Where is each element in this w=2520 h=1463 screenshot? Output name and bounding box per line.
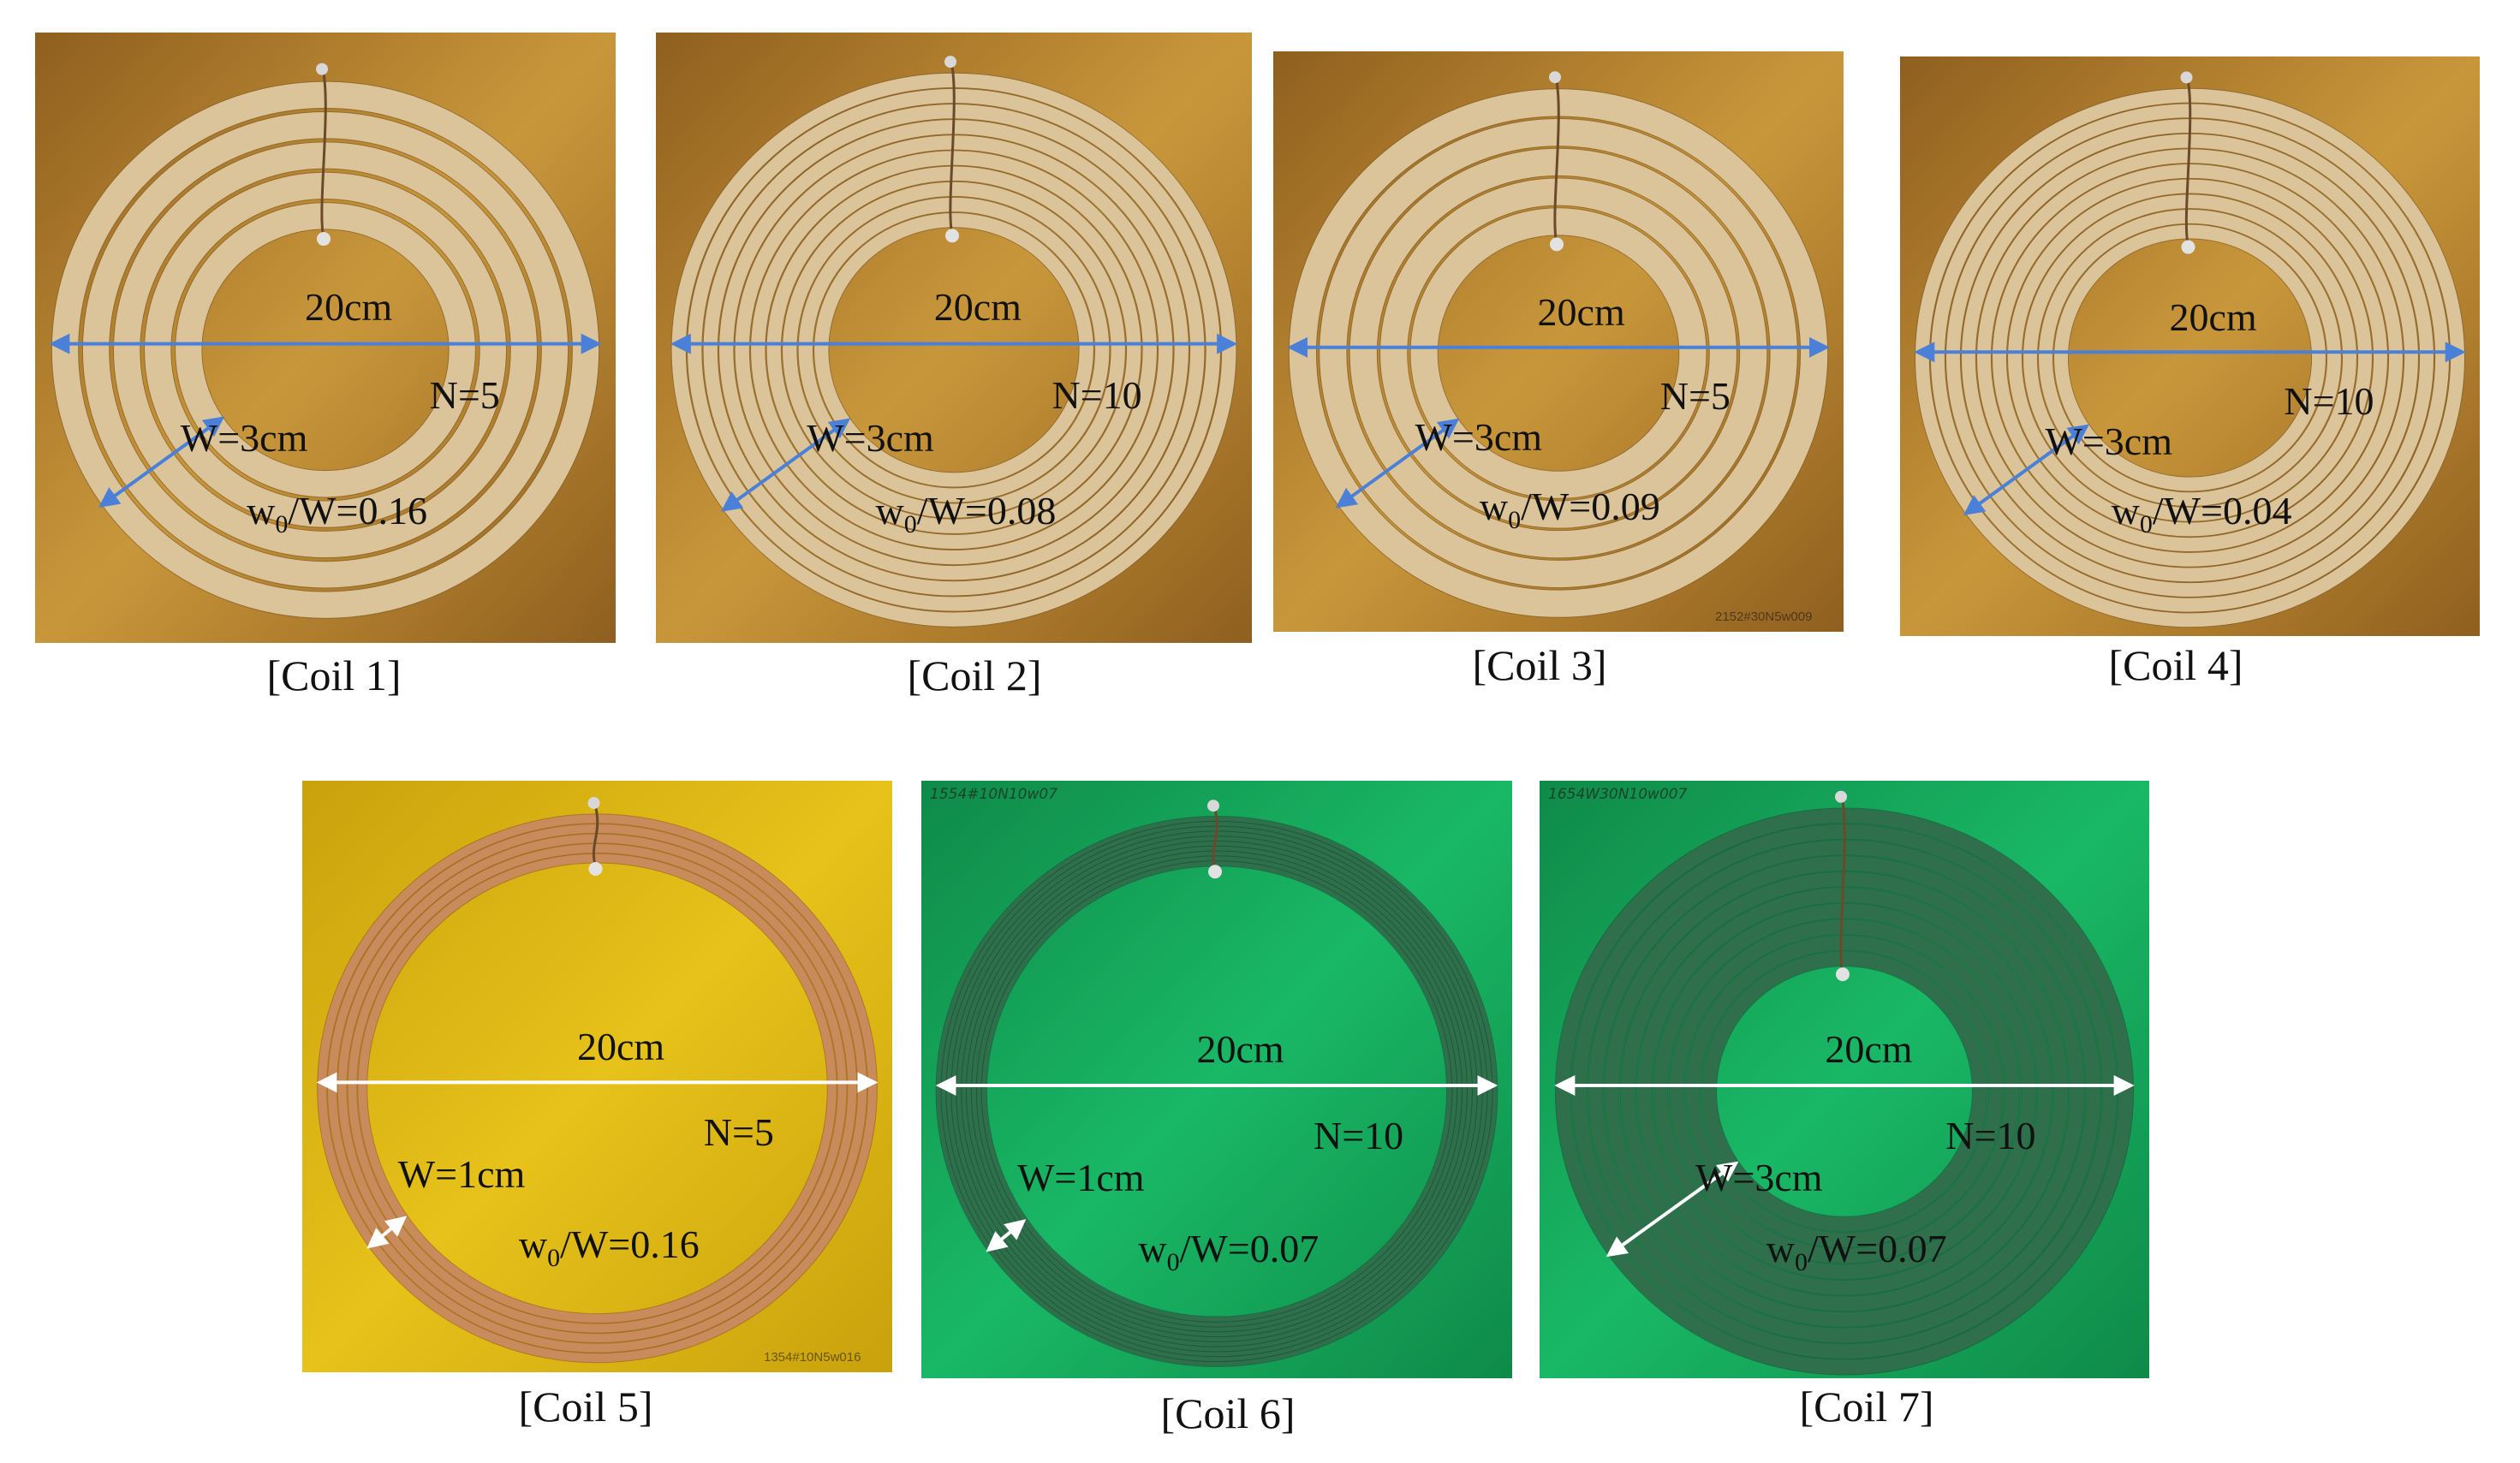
coil-5-caption: [Coil 5] xyxy=(518,1383,653,1430)
width-label: W=3cm xyxy=(1415,414,1543,459)
coil-7-photo: 20cm N=10 W=3cm w0/W=0.07 1654W30N10w007 xyxy=(1540,781,2149,1378)
coil-7-caption: [Coil 7] xyxy=(1799,1383,1934,1430)
turns-label: N=10 xyxy=(1051,373,1142,418)
ratio-suffix: /W=0.09 xyxy=(1521,484,1660,528)
ratio-label: w0/W=0.16 xyxy=(247,491,427,538)
diameter-label: 20cm xyxy=(1537,290,1625,335)
board-id-tag: 1354#10N5w016 xyxy=(764,1350,861,1365)
board-id-tag: 2152#30N5w009 xyxy=(1715,610,1813,624)
ratio-suffix: /W=0.16 xyxy=(288,489,427,533)
ratio-prefix: w xyxy=(1479,484,1509,528)
ratio-sub: 0 xyxy=(275,510,289,539)
coil-3-caption: [Coil 3] xyxy=(1472,641,1607,689)
ratio-label: w0/W=0.07 xyxy=(1138,1229,1319,1276)
ratio-suffix: /W=0.07 xyxy=(1179,1227,1320,1271)
turns-label: N=5 xyxy=(1659,374,1731,419)
coil-6-caption: [Coil 6] xyxy=(1160,1389,1296,1437)
ratio-sub: 0 xyxy=(903,510,917,539)
turns-label: N=10 xyxy=(2284,378,2374,423)
ratio-prefix: w xyxy=(1766,1227,1796,1271)
diameter-label: 20cm xyxy=(576,1024,665,1068)
coil-1-caption: [Coil 1] xyxy=(266,651,402,699)
ratio-label: w0/W=0.07 xyxy=(1766,1229,1947,1276)
coil-2-photo: 20cm N=10 W=3cm w0/W=0.08 xyxy=(656,33,1252,643)
diameter-label: 20cm xyxy=(933,284,1022,329)
turns-label: N=5 xyxy=(429,373,500,418)
ratio-sub: 0 xyxy=(1166,1248,1180,1277)
diameter-label: 20cm xyxy=(1825,1027,1913,1072)
turns-label: N=10 xyxy=(1945,1114,2036,1158)
diameter-label: 20cm xyxy=(1196,1027,1284,1072)
diameter-label: 20cm xyxy=(305,284,393,329)
ratio-suffix: /W=0.08 xyxy=(916,489,1057,533)
ratio-suffix: /W=0.04 xyxy=(2152,488,2292,532)
coil-4-caption: [Coil 4] xyxy=(2108,641,2243,689)
ratio-prefix: w xyxy=(1138,1227,1167,1271)
turns-label: N=10 xyxy=(1314,1114,1404,1158)
width-label: W=1cm xyxy=(397,1151,526,1196)
turns-label: N=5 xyxy=(703,1110,774,1155)
coil-1-photo: 20cm N=5 W=3cm w0/W=0.16 xyxy=(35,33,616,643)
coil-6-photo: 20cm N=10 W=1cm w0/W=0.07 1554#10N10w07 xyxy=(921,781,1512,1378)
handwritten-board-id: 1654W30N10w007 xyxy=(1548,786,1688,803)
ratio-label: w0/W=0.08 xyxy=(875,491,1056,538)
ratio-label: w0/W=0.09 xyxy=(1479,484,1660,534)
ratio-prefix: w xyxy=(247,489,276,533)
width-label: W=3cm xyxy=(1695,1156,1823,1200)
coil-4-photo: 20cm N=10 W=3cm w0/W=0.04 xyxy=(1900,56,2480,636)
handwritten-board-id: 1554#10N10w07 xyxy=(930,786,1058,803)
coil-5-photo: 20cm N=5 W=1cm w0/W=0.16 1354#10N5w016 xyxy=(302,781,892,1372)
ratio-label: w0/W=0.04 xyxy=(2112,491,2292,538)
ratio-suffix: /W=0.16 xyxy=(560,1222,700,1266)
width-label: W=1cm xyxy=(1017,1156,1145,1200)
ratio-sub: 0 xyxy=(1508,505,1522,534)
ratio-prefix: w xyxy=(875,489,904,533)
width-label: W=3cm xyxy=(2045,419,2172,464)
ratio-prefix: w xyxy=(518,1222,548,1266)
ratio-sub: 0 xyxy=(1795,1248,1808,1277)
coil-2-caption: [Coil 2] xyxy=(907,651,1042,699)
diameter-label: 20cm xyxy=(2169,294,2257,339)
ratio-sub: 0 xyxy=(2139,509,2153,538)
width-label: W=3cm xyxy=(180,416,308,461)
width-label: W=3cm xyxy=(807,416,934,461)
coil-3-photo: 20cm N=5 W=3cm w0/W=0.09 2152#30N5w009 xyxy=(1273,51,1844,632)
ratio-sub: 0 xyxy=(547,1243,561,1272)
ratio-suffix: /W=0.07 xyxy=(1808,1227,1947,1271)
ratio-label: w0/W=0.16 xyxy=(518,1222,700,1272)
ratio-prefix: w xyxy=(2111,488,2140,532)
